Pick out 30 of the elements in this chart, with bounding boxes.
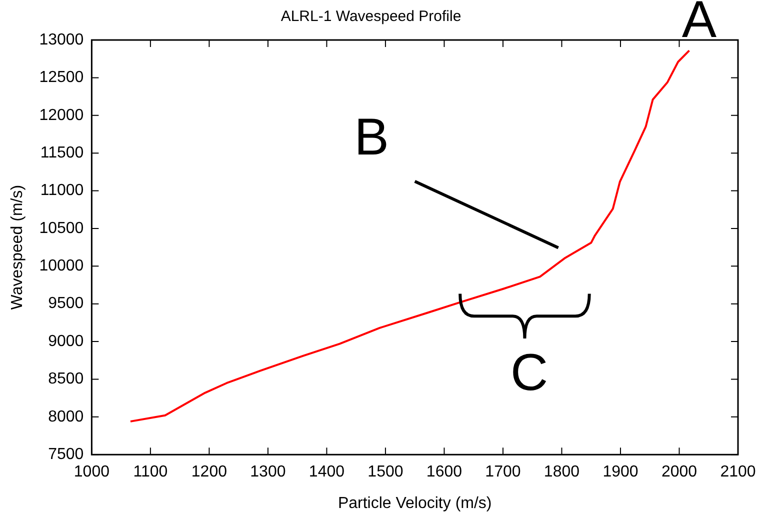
- x-axis-title: Particle Velocity (m/s): [338, 494, 492, 512]
- x-tick-label: 2000: [661, 464, 698, 481]
- x-tick-label: 1100: [133, 464, 168, 481]
- y-tick-label: 11000: [40, 182, 84, 200]
- y-tick-label: 12000: [39, 106, 84, 124]
- x-tick-label: 1700: [485, 464, 521, 481]
- y-axis-title: Wavespeed (m/s): [9, 184, 26, 310]
- x-tick-label: 1300: [250, 464, 286, 481]
- y-tick-label: 9500: [48, 295, 84, 312]
- x-tick-label: 1500: [368, 464, 404, 481]
- x-tick-label: 1800: [544, 464, 580, 481]
- y-tick-label: 11500: [40, 144, 84, 162]
- x-tick-label: 1600: [426, 464, 462, 481]
- chart-title: ALRL-1 Wavespeed Profile: [280, 8, 462, 26]
- annotation: C: [510, 344, 548, 402]
- y-tick-label: 10000: [39, 258, 84, 275]
- y-tick-label: 8000: [48, 408, 84, 426]
- y-tick-label: 12500: [39, 69, 84, 86]
- x-tick-label: 1000: [74, 464, 110, 481]
- x-tick-label: 2100: [720, 464, 756, 481]
- annotation: B: [354, 108, 389, 167]
- annotation: A: [682, 0, 717, 49]
- y-tick-label: 10500: [39, 220, 84, 237]
- y-tick-label: 7500: [48, 446, 84, 464]
- y-tick-label: 8500: [48, 370, 84, 388]
- x-tick-label: 1400: [308, 464, 345, 481]
- y-tick-label: 9000: [48, 332, 84, 350]
- x-tick-label: 1200: [191, 464, 228, 481]
- y-tick-label: 13000: [39, 31, 84, 48]
- x-tick-label: 1900: [602, 464, 638, 481]
